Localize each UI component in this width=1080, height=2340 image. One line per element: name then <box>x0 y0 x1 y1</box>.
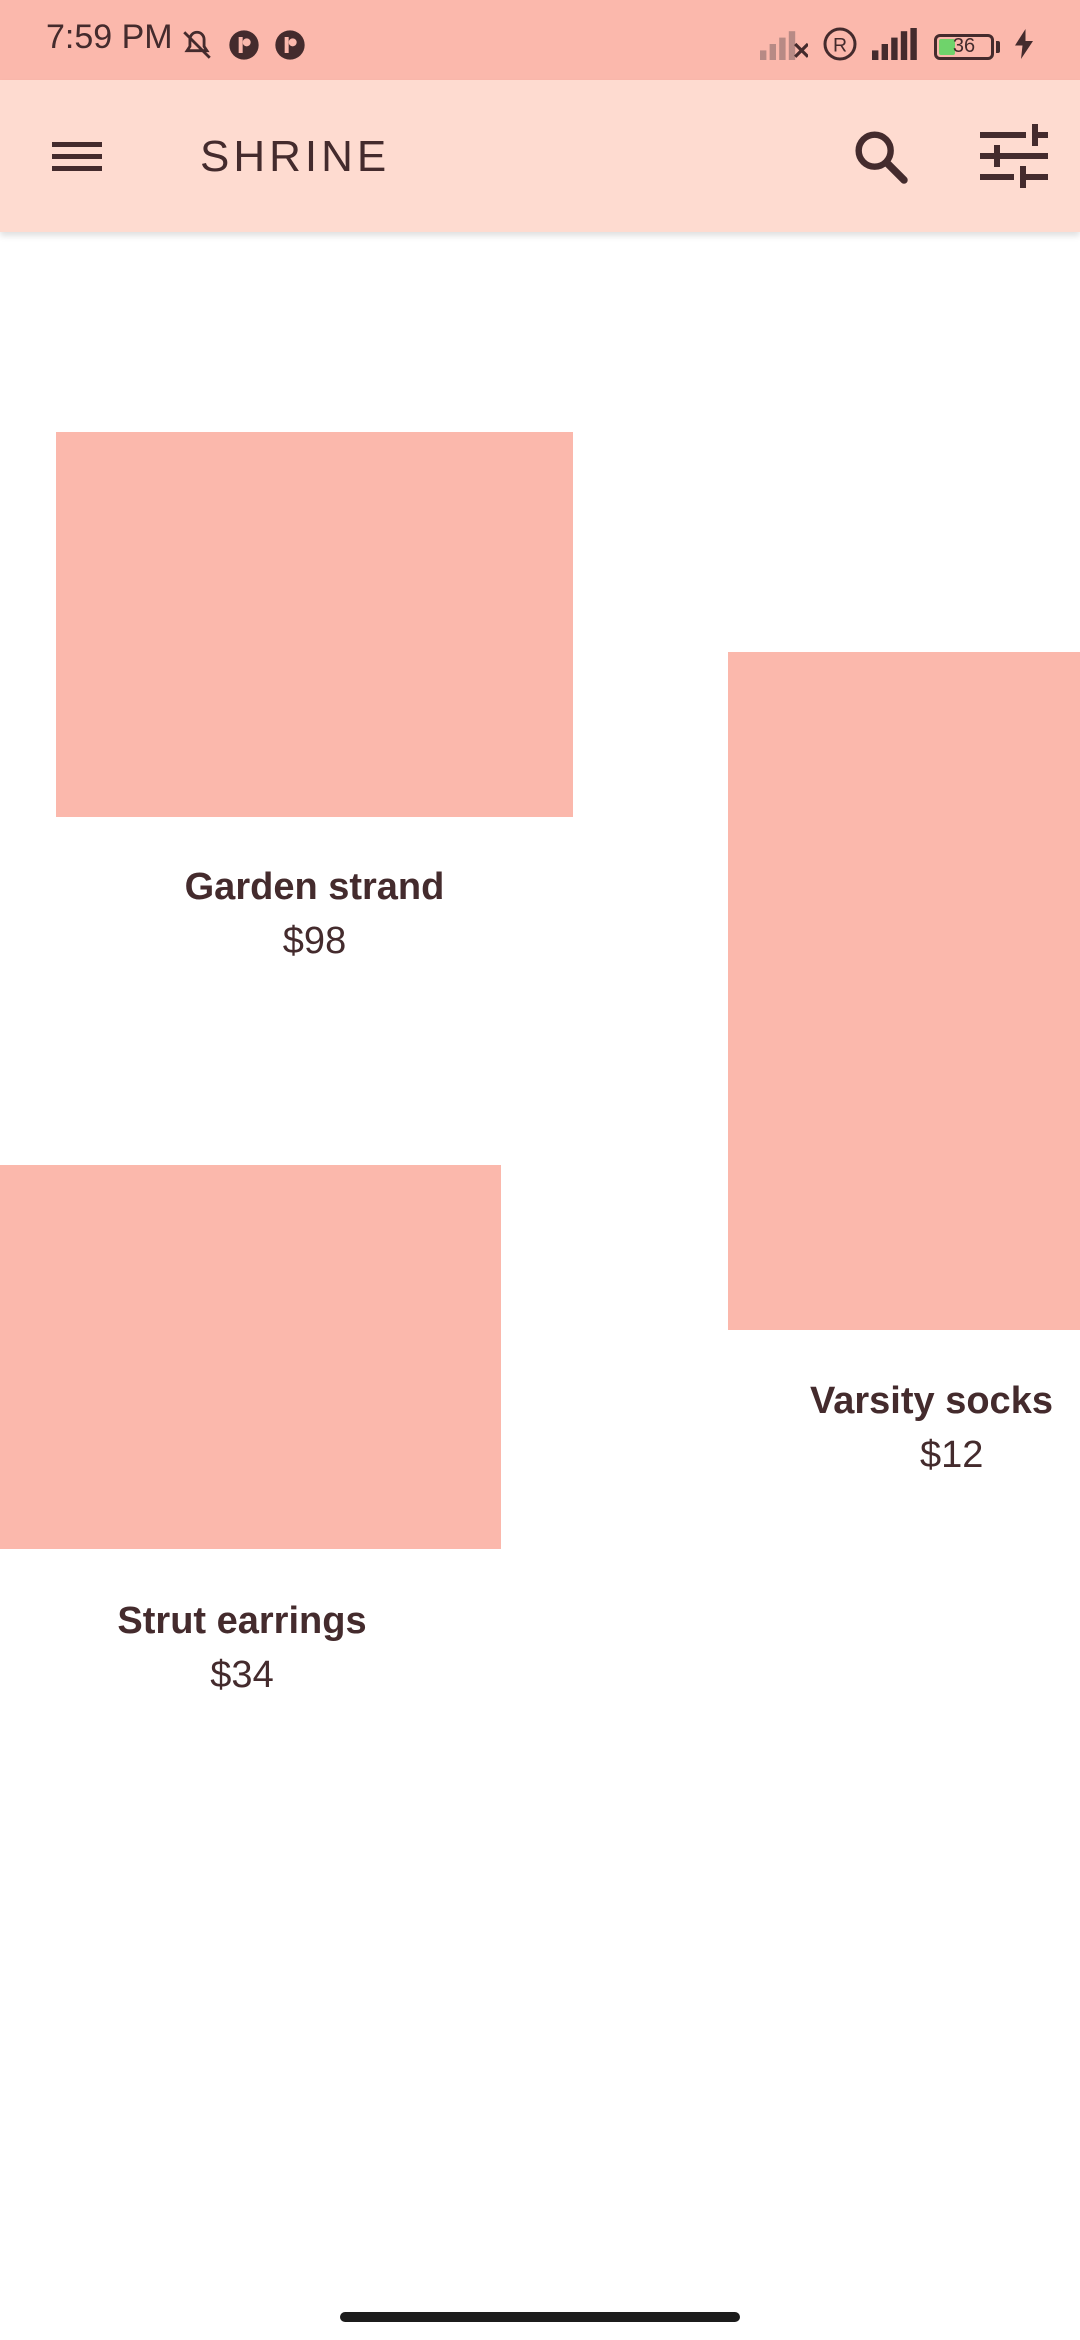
battery-fill <box>939 38 955 55</box>
battery-icon: 36 <box>934 33 994 60</box>
app-badge-icon <box>228 29 260 66</box>
home-indicator[interactable] <box>340 2312 740 2322</box>
menu-icon <box>52 142 102 171</box>
app-title: SHRINE <box>200 132 391 181</box>
charging-icon <box>1014 29 1034 64</box>
status-bar: 7:59 PM R 36 <box>0 0 1080 80</box>
registered-icon: R <box>822 26 858 67</box>
product-image[interactable] <box>728 652 1080 1330</box>
signal-icon <box>872 28 920 65</box>
bell-off-icon <box>180 28 214 67</box>
product-price: $12 <box>920 1434 984 1476</box>
product-price: $98 <box>282 920 347 962</box>
search-icon <box>855 131 908 184</box>
product-image[interactable] <box>0 1165 501 1549</box>
svg-text:R: R <box>833 35 847 57</box>
status-right-icons: R 36 <box>760 26 1034 67</box>
menu-button[interactable] <box>46 130 108 182</box>
battery-tip <box>996 40 1000 53</box>
app-badge-icon <box>274 29 306 66</box>
product-name: Strut earrings <box>117 1600 367 1642</box>
status-time: 7:59 PM <box>46 18 173 56</box>
product-name: Garden strand <box>184 866 445 908</box>
battery-level: 36 <box>952 35 976 57</box>
product-name: Varsity socks <box>810 1380 1053 1422</box>
tune-icon <box>980 124 1048 188</box>
signal-none-icon <box>760 28 810 65</box>
status-left-icons <box>180 28 306 67</box>
app-bar: SHRINE <box>0 80 1080 232</box>
product-image[interactable] <box>56 432 573 817</box>
filter-button[interactable] <box>976 120 1052 192</box>
product-price: $34 <box>210 1654 274 1696</box>
search-button[interactable] <box>848 124 912 188</box>
